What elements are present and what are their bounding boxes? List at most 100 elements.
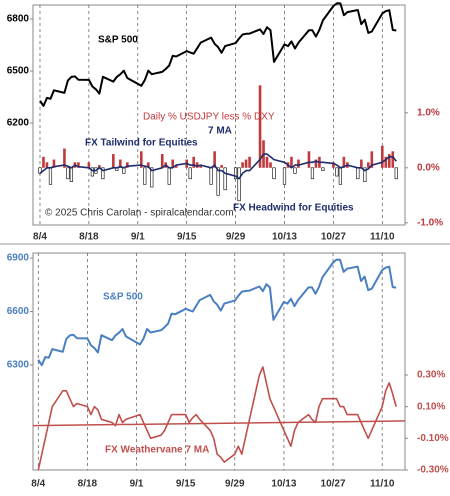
y2-tick-label: 0.30%: [417, 370, 445, 381]
bar: [356, 167, 360, 180]
series-label: FX Weathervane 7 MA: [105, 445, 209, 456]
y2-tick-label: 1.0%: [417, 107, 440, 118]
x-tick-label: 8/4: [31, 479, 45, 490]
bar: [248, 156, 251, 168]
bar: [122, 167, 126, 174]
x-tick-label: 9/15: [177, 232, 197, 243]
y-tick-label: 6500: [7, 66, 30, 77]
bar: [258, 85, 262, 168]
plot-frame: [32, 4, 406, 226]
x-tick-label: 10/27: [321, 479, 346, 490]
y-tick-label: 6200: [7, 118, 30, 129]
bar: [171, 159, 175, 168]
y-tick-label: 6300: [7, 360, 30, 371]
bar: [139, 151, 143, 168]
line: [37, 258, 397, 367]
bar: [143, 167, 147, 185]
bar: [69, 167, 74, 182]
bar: [367, 162, 370, 168]
bar: [188, 167, 192, 180]
bar: [310, 167, 315, 180]
bar: [174, 165, 178, 168]
bar: [192, 156, 195, 168]
bar: [370, 151, 374, 168]
annotation: S&P 500: [98, 35, 138, 46]
bar: [384, 156, 388, 168]
bar: [237, 167, 241, 202]
bar: [213, 151, 216, 168]
annotation: Daily % USDJPY less % DXY: [143, 112, 275, 123]
bar: [48, 167, 53, 185]
bar: [98, 165, 101, 168]
bar: [150, 167, 154, 188]
bar: [387, 154, 391, 168]
y-tick-label: 6600: [7, 306, 30, 317]
bar: [290, 156, 293, 168]
bar: [45, 162, 49, 168]
bar: [307, 151, 311, 168]
line: [39, 2, 397, 107]
bar: [282, 167, 287, 185]
bar: [101, 167, 105, 180]
x-tick-label: 8/18: [79, 232, 99, 243]
bar: [77, 162, 80, 168]
bar: [363, 167, 367, 182]
line: [39, 153, 397, 180]
bar: [52, 159, 56, 168]
x-tick-label: 9/1: [130, 479, 144, 490]
bar: [314, 159, 318, 168]
x-tick-label: 10/13: [272, 232, 297, 243]
bar: [42, 156, 45, 168]
bar: [160, 154, 164, 168]
bar: [293, 167, 297, 174]
annotation: FX Headwind for Equities: [233, 203, 354, 214]
bar: [209, 167, 213, 185]
annotation: 7 MA: [208, 126, 232, 137]
annotation: © 2025 Chris Carolan - spiralcalendar.co…: [45, 208, 234, 219]
annotation: FX Tailwind for Equities: [85, 138, 198, 149]
x-tick-label: 10/13: [271, 479, 296, 490]
bar: [321, 167, 325, 171]
x-tick-label: 9/29: [226, 232, 246, 243]
bar: [233, 167, 238, 180]
bar: [66, 167, 70, 180]
trend-line: [32, 420, 406, 427]
y2-tick-label: -0.30%: [417, 465, 449, 476]
bar: [167, 167, 171, 185]
bar: [119, 159, 122, 168]
bar: [146, 162, 150, 168]
bar: [199, 165, 202, 168]
x-tick-label: 8/18: [78, 479, 98, 490]
y-tick-label: 6800: [7, 14, 30, 25]
bar: [297, 159, 300, 168]
bar: [241, 162, 244, 168]
y2-tick-label: -1.0%: [417, 217, 443, 228]
bar: [220, 165, 223, 168]
x-tick-label: 9/15: [176, 479, 196, 490]
bar: [216, 167, 220, 196]
x-tick-label: 8/4: [33, 232, 47, 243]
bar: [126, 162, 129, 168]
bar: [90, 167, 94, 177]
bar: [272, 167, 276, 180]
bar: [63, 148, 66, 168]
bar: [335, 167, 339, 177]
bar: [338, 167, 342, 185]
x-tick-label: 9/1: [131, 232, 145, 243]
bar: [38, 167, 42, 174]
x-tick-label: 11/10: [370, 479, 395, 490]
bar: [332, 162, 335, 168]
bar: [112, 154, 115, 168]
bar: [244, 159, 248, 168]
bar: [394, 167, 398, 180]
bar: [269, 162, 272, 168]
y2-tick-label: 0.0%: [417, 162, 440, 173]
line: [37, 366, 397, 471]
bar: [87, 162, 91, 168]
bar: [360, 159, 363, 168]
plot-frame: [32, 252, 406, 471]
y2-tick-label: 0.10%: [417, 401, 445, 412]
bar: [223, 167, 227, 191]
bar: [391, 151, 395, 168]
